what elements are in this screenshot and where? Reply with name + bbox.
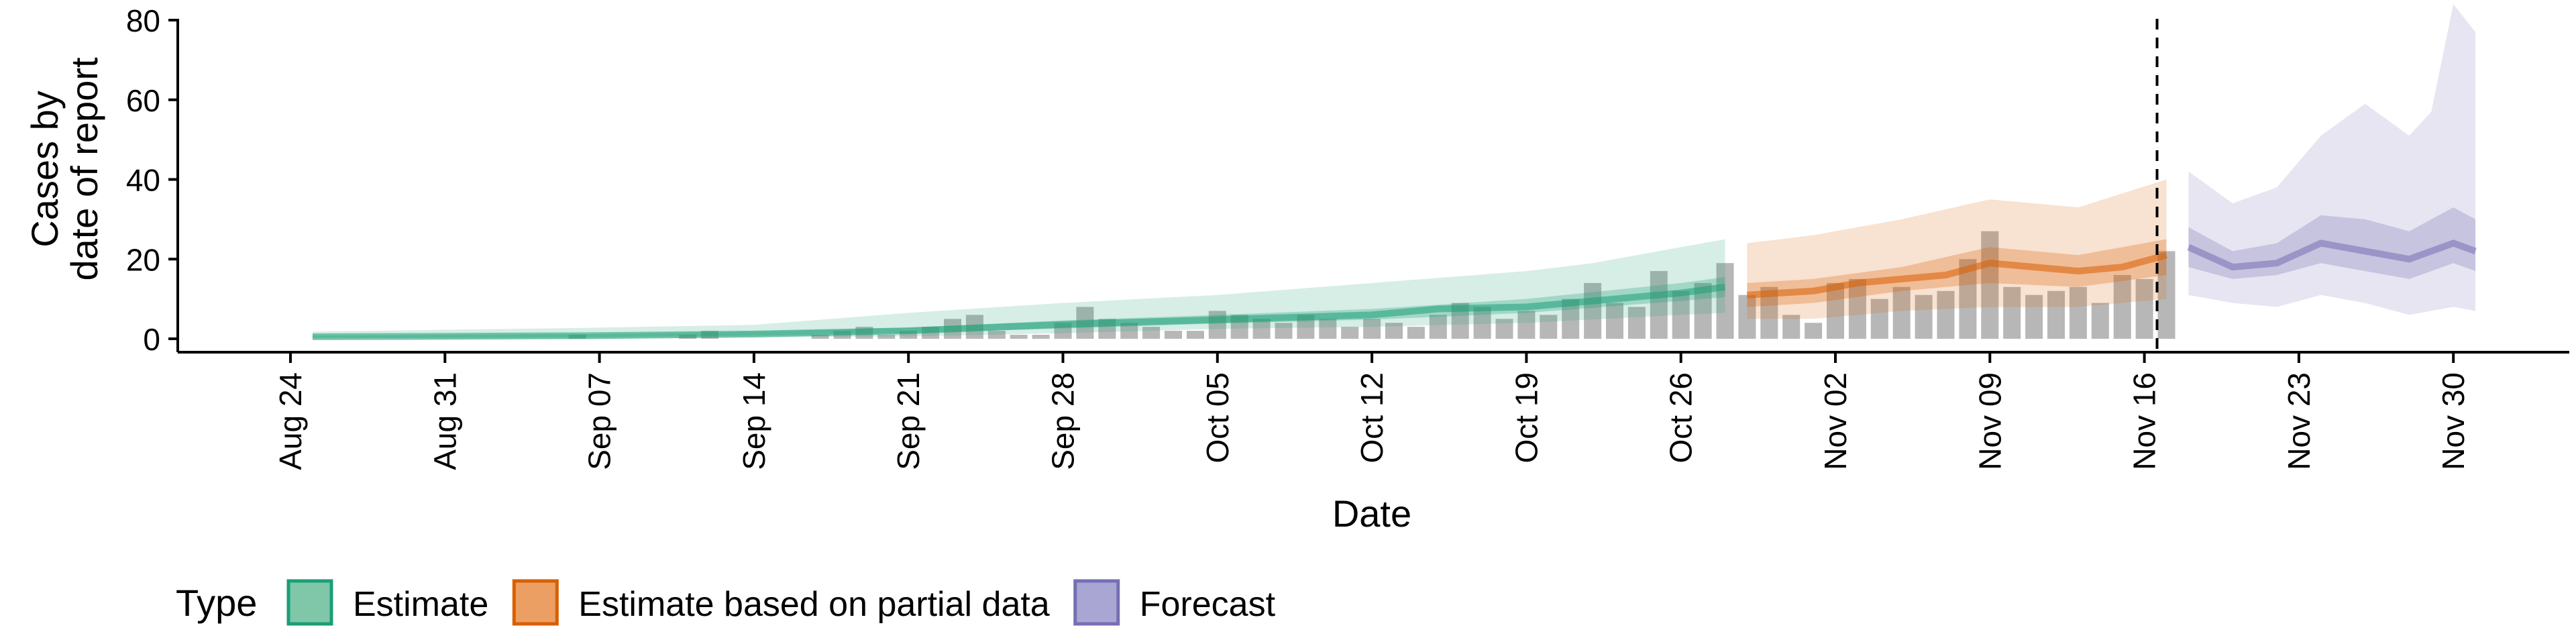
y-axis-title-line-1: Cases by [23,91,66,247]
bar-2020-11-03 [1848,278,1866,339]
x-tick-label: Nov 30 [2436,372,2471,470]
bar-2020-10-05 [1208,311,1226,339]
bar-2020-10-31 [1782,315,1801,339]
partial-median [1747,252,2167,299]
bar-2020-10-13 [1385,323,1403,339]
bar-2020-09-26 [1010,335,1028,339]
bar-2020-10-10 [1319,319,1337,339]
forecast-median [2187,239,2477,271]
bar-2020-10-25 [1650,271,1668,339]
bar-2020-10-24 [1627,307,1646,339]
bar-2020-10-14 [1407,327,1425,339]
bar-2020-11-04 [1870,299,1888,339]
bar-2020-10-26 [1672,290,1690,339]
legend-label-0: Estimate [353,585,488,624]
x-tick-label: Sep 28 [1046,372,1081,470]
y-axis-title: Cases by date of report [23,57,105,281]
x-tick-label: Oct 26 [1664,372,1699,464]
bar-2020-10-11 [1341,327,1359,339]
legend-label-1: Estimate based on partial data [578,585,1050,624]
y-tick-label: 20 [126,242,160,277]
bar-2020-11-14 [2091,303,2109,339]
bar-2020-10-12 [1363,319,1381,339]
x-tick-label: Aug 31 [427,372,462,470]
bar-2020-10-29 [1738,294,1756,339]
legend-label-2: Forecast [1140,585,1276,624]
bar-2020-11-09 [1981,231,1999,339]
x-tick-label: Oct 05 [1200,372,1235,464]
bar-2020-11-16 [2135,278,2153,339]
bar-2020-11-17 [2157,251,2176,339]
bar-2020-10-07 [1252,319,1271,339]
legend-title: Type [176,582,257,624]
x-tick-label: Oct 12 [1354,372,1389,464]
legend-swatch-2 [1073,579,1120,626]
bar-2020-10-17 [1473,307,1491,339]
x-tick-label: Nov 02 [1818,372,1853,470]
bar-2020-11-02 [1827,282,1844,339]
estimate-median [312,283,1726,340]
bar-2020-10-19 [1517,311,1536,339]
x-tick-label: Sep 21 [891,372,926,470]
bar-2020-10-15 [1429,315,1447,339]
x-tick-label: Nov 23 [2282,372,2316,470]
bar-2020-10-28 [1716,263,1734,339]
bar-2020-11-07 [1937,290,1955,339]
plot-area [312,4,2477,352]
estimate-bands [312,4,2477,340]
bar-2020-09-21 [900,331,918,339]
bar-2020-09-17 [811,335,829,339]
y-tick-label: 60 [126,83,160,118]
bar-2020-09-20 [877,335,896,339]
x-tick-label: Nov 09 [1972,372,2007,470]
forecast-band-90 [2188,4,2476,315]
x-tick-label: Sep 14 [737,372,771,470]
bar-2020-10-08 [1275,323,1293,339]
legend-swatch-1 [512,579,559,626]
bar-2020-10-18 [1495,319,1513,339]
reported-cases-bars [568,231,2176,339]
x-tick-label: Nov 16 [2127,372,2162,470]
axes: 0 20 40 60 80 Aug 24 Aug 31 Sep 07 Sep 14 Sep 21 S… [126,3,2569,470]
bar-2020-11-10 [2003,286,2021,339]
bar-2020-11-06 [1915,294,1933,339]
bar-2020-11-01 [1805,323,1823,339]
bar-2020-11-05 [1892,286,1911,339]
y-tick-label: 0 [143,322,160,357]
bar-2020-10-03 [1165,331,1182,339]
y-tick-label: 80 [126,3,160,38]
bar-2020-11-11 [2025,294,2043,339]
bar-2020-11-12 [2047,290,2065,339]
x-tick-label: Sep 07 [582,372,617,470]
x-tick-label: Aug 24 [273,372,308,470]
bar-2020-10-01 [1120,323,1138,339]
y-axis-title-line-2: date of report [63,57,105,281]
bar-2020-11-15 [2113,275,2131,339]
x-tick-label: Oct 19 [1509,372,1544,464]
bar-2020-10-20 [1540,315,1558,339]
bar-2020-09-27 [1032,335,1050,339]
y-tick-label: 40 [126,163,160,198]
bar-2020-11-13 [2069,286,2087,339]
legend: Type Estimate Estimate based on partial d… [176,579,1276,626]
bar-2020-10-22 [1584,282,1602,339]
bar-2020-09-25 [987,331,1006,339]
x-axis-title: Date [1332,492,1411,535]
bar-2020-10-02 [1142,327,1161,339]
bar-2020-10-23 [1606,303,1623,339]
bar-2020-10-04 [1186,331,1204,339]
legend-swatch-0 [286,579,333,626]
